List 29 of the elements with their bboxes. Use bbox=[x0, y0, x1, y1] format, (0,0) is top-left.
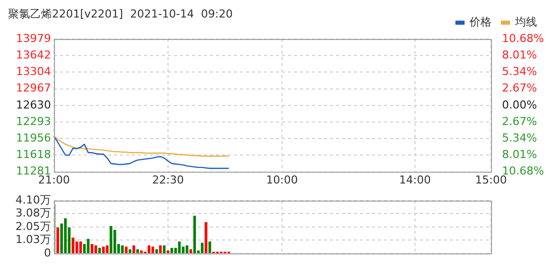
y2-tick-label: 8.01% bbox=[502, 148, 537, 162]
y-tick-label: 12293 bbox=[16, 114, 51, 128]
y2-tick-label: 0.00% bbox=[502, 98, 537, 112]
legend-label: 价格 bbox=[468, 16, 492, 29]
y2-tick-label: 5.34% bbox=[502, 131, 537, 144]
x-tick-label: 22:30 bbox=[152, 173, 184, 186]
chart-title: 聚氯乙烯2201[v2201] 2021-10-14 09:20 bbox=[8, 7, 233, 20]
x-tick-label: 14:00 bbox=[399, 173, 431, 186]
y-tick-label: 12967 bbox=[16, 82, 51, 95]
legend-label: 均线 bbox=[514, 16, 537, 29]
y-tick-label: 13979 bbox=[16, 32, 51, 45]
y2-tick-label: 2.67% bbox=[502, 114, 537, 128]
x-tick-label: 10:00 bbox=[266, 173, 298, 186]
y-tick-label: 2.05万 bbox=[16, 220, 51, 233]
y-tick-label: 11618 bbox=[16, 148, 51, 162]
y-tick-label: 4.10万 bbox=[16, 193, 51, 206]
y-tick-label: 13304 bbox=[16, 65, 51, 78]
y-tick-label: 0 bbox=[44, 246, 51, 260]
y-tick-label: 3.08万 bbox=[16, 206, 51, 220]
y-tick-label: 11956 bbox=[16, 131, 51, 144]
y-tick-label: 12630 bbox=[16, 98, 51, 112]
y-tick-label: 1.03万 bbox=[16, 232, 51, 246]
y2-tick-label: 5.34% bbox=[502, 65, 537, 78]
y-tick-label: 13642 bbox=[16, 48, 51, 62]
x-tick-label: 15:00 bbox=[475, 173, 507, 186]
y2-tick-label: 10.68% bbox=[502, 32, 544, 45]
y2-tick-label: 2.67% bbox=[502, 82, 537, 95]
x-tick-label: 21:00 bbox=[38, 173, 70, 186]
y2-tick-label: 8.01% bbox=[502, 48, 537, 62]
